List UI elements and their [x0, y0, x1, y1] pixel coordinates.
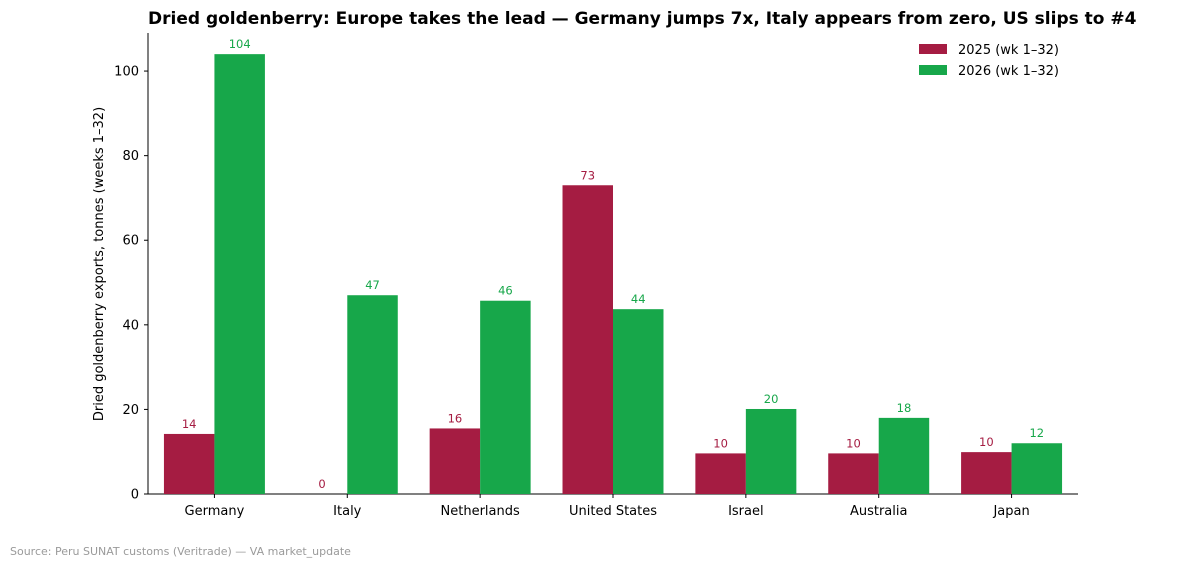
chart-title: Dried goldenberry: Europe takes the lead… [148, 9, 1137, 29]
y-tick-label: 100 [114, 65, 139, 80]
legend-swatch [919, 65, 947, 75]
data-label: 18 [897, 401, 912, 415]
y-tick-label: 20 [122, 403, 139, 418]
y-tick-label: 40 [122, 318, 139, 333]
data-label: 73 [580, 168, 595, 182]
y-axis: 0 20 40 60 80 100 [114, 33, 149, 503]
x-tick-label: Japan [992, 504, 1029, 519]
legend-entry: 2025 (wk 1–32) [958, 43, 1059, 58]
x-tick-label: Germany [185, 504, 245, 519]
x-tick-label: Italy [333, 504, 362, 519]
bar [163, 433, 215, 494]
data-label: 44 [631, 292, 646, 306]
bar [562, 185, 613, 494]
data-label: 10 [979, 435, 994, 449]
bar [429, 428, 481, 494]
data-label: 20 [764, 392, 779, 406]
x-tick-label: United States [569, 504, 657, 519]
legend-swatch [919, 44, 947, 54]
bar [613, 309, 664, 494]
x-tick-label: Israel [728, 504, 764, 519]
bar [480, 300, 531, 494]
data-label: 10 [713, 436, 728, 450]
bar [347, 295, 398, 494]
source-note: Source: Peru SUNAT customs (Veritrade) —… [10, 545, 351, 558]
legend-entry: 2026 (wk 1–32) [958, 64, 1059, 79]
bar [878, 417, 930, 494]
x-axis: Germany Italy Netherlands United States Isra… [148, 493, 1078, 519]
bars [163, 54, 1063, 494]
bar [214, 54, 265, 494]
data-label: 16 [448, 411, 463, 425]
bar [828, 453, 879, 494]
x-tick-label: Netherlands [441, 504, 520, 519]
bar [745, 408, 797, 494]
bar [695, 453, 746, 494]
y-tick-label: 60 [122, 234, 139, 249]
data-label: 104 [229, 37, 251, 51]
legend: 2025 (wk 1–32) 2026 (wk 1–32) [919, 43, 1059, 79]
y-axis-label: Dried goldenberry exports, tonnes (weeks… [92, 107, 107, 421]
data-label: 46 [498, 284, 513, 298]
data-label: 10 [846, 436, 861, 450]
data-label: 0 [318, 477, 325, 491]
x-tick-label: Australia [850, 504, 908, 519]
data-label: 12 [1029, 426, 1044, 440]
data-label: 14 [182, 417, 197, 431]
data-labels: 14 104 0 47 16 46 73 44 10 20 10 18 10 12 [182, 37, 1044, 491]
bar [1011, 443, 1063, 494]
data-label: 47 [365, 278, 380, 292]
y-tick-label: 0 [131, 488, 139, 503]
y-tick-label: 80 [122, 149, 139, 164]
bar [961, 452, 1012, 494]
